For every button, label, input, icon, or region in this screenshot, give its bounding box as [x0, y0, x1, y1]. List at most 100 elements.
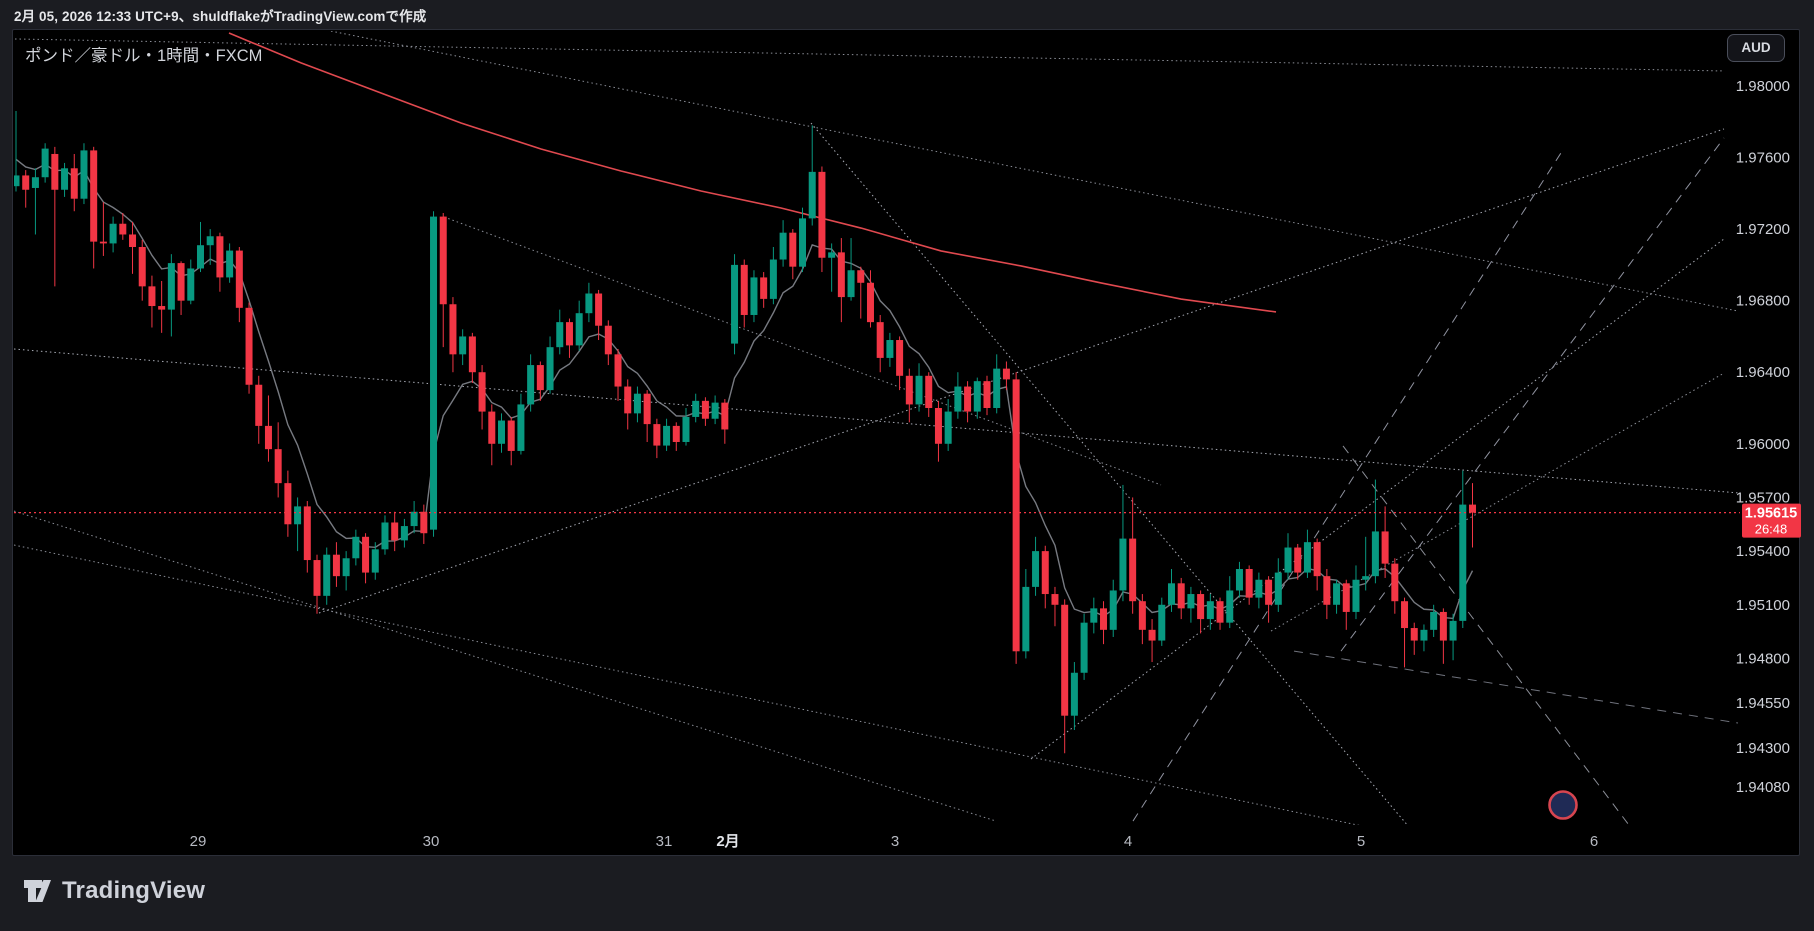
time-axis[interactable]: 29 30 31 2月 3 4 5 6 — [190, 833, 1599, 850]
trendline-steep-descending-from-peak[interactable] — [810, 122, 1409, 827]
candle-up — [31, 177, 39, 188]
candle-up — [1206, 601, 1214, 620]
candle-down — [1138, 601, 1146, 630]
candle-down — [1410, 628, 1418, 641]
candle-down — [1061, 604, 1069, 716]
candle-down — [701, 400, 709, 419]
candles-layer[interactable] — [13, 111, 1476, 754]
trendline-dashed-ascending-right[interactable] — [1340, 137, 1725, 652]
price-chart[interactable]: 1.98000 1.97600 1.97200 1.96800 1.96400 1.960… — [13, 30, 1801, 855]
ma-red-line[interactable] — [228, 32, 1277, 313]
candle-up — [575, 313, 583, 346]
symbol-title: ポンド／豪ドル・1時間・FXCM — [25, 47, 263, 65]
candle-up — [381, 522, 389, 550]
candle-up — [1070, 672, 1078, 716]
trendline-descending-from-jan30-spike[interactable] — [443, 216, 1162, 486]
candle-up — [886, 340, 894, 358]
candle-up — [731, 264, 739, 344]
candle-down — [876, 322, 884, 358]
candle-up — [352, 536, 360, 559]
candle-up — [1187, 594, 1195, 609]
trendline-upper-descending-through-peak[interactable] — [330, 31, 1739, 312]
candle-down — [158, 306, 166, 310]
candle-up — [1032, 551, 1040, 587]
candle-up — [954, 386, 962, 412]
trendline-ascending-from-feb4-low[interactable] — [1030, 238, 1725, 760]
trendline-dashed-ascending-long[interactable] — [1132, 152, 1562, 822]
candle-down — [245, 307, 253, 385]
candle-down — [478, 372, 486, 412]
candle-down — [439, 216, 447, 305]
candle-up — [1080, 622, 1088, 673]
candle-up — [61, 168, 69, 190]
candle-up — [1255, 579, 1263, 598]
candle-down — [449, 304, 457, 355]
ma-gray-line[interactable] — [15, 158, 1474, 620]
trendline-ascending-from-jan29-low[interactable] — [318, 128, 1725, 614]
candle-down — [274, 449, 282, 484]
candle-up — [1371, 531, 1379, 577]
candle-up — [1420, 629, 1428, 641]
candle-down — [1342, 583, 1350, 612]
candle-up — [1449, 620, 1457, 641]
trendline-long-shallow-descending[interactable] — [14, 348, 1739, 494]
trendline-fan-descending-shallow[interactable] — [14, 544, 1396, 833]
candle-up — [993, 368, 1001, 409]
price-tick-label: 1.95100 — [1736, 597, 1790, 614]
price-tick-label: 1.95700 — [1736, 489, 1790, 506]
candle-up — [682, 416, 690, 442]
candle-up — [226, 250, 234, 278]
price-tick-label: 1.94080 — [1736, 779, 1790, 796]
candle-up — [109, 223, 117, 244]
tradingview-logo[interactable]: TradingView — [22, 876, 205, 906]
candle-down — [818, 171, 826, 258]
candle-down — [789, 232, 797, 267]
candle-up — [711, 402, 719, 419]
gb-flag-event-icon[interactable] — [1548, 790, 1802, 856]
candle-down — [1381, 531, 1389, 564]
candle-up — [692, 400, 700, 417]
candle-down — [653, 424, 661, 446]
chart-panel[interactable]: 1.98000 1.97600 1.97200 1.96800 1.96400 1.960… — [12, 29, 1801, 856]
trendline-top-horizontal[interactable] — [14, 38, 1725, 72]
currency-toggle-button[interactable]: AUD — [1727, 34, 1785, 62]
snapshot-caption-bar: 2月 05, 2026 12:33 UTC+9、shuldflakeがTradi… — [0, 0, 1814, 28]
candle-up — [371, 549, 379, 573]
candle-up — [1235, 569, 1243, 591]
candle-down — [1129, 538, 1137, 602]
candle-up — [633, 393, 641, 414]
candle-up — [556, 322, 564, 348]
candle-down — [1313, 542, 1321, 577]
trendline-fan-descending-steep[interactable] — [14, 510, 997, 822]
candle-down — [857, 270, 865, 283]
candle-down — [216, 236, 224, 278]
candle-down — [1294, 547, 1302, 573]
candle-down — [1216, 601, 1224, 623]
candle-up — [400, 526, 408, 541]
candle-up — [196, 245, 204, 269]
candle-up — [847, 270, 855, 298]
trendline-dashed-descending-right[interactable] — [1342, 445, 1656, 855]
candle-down — [99, 241, 107, 244]
candle-up — [410, 511, 418, 527]
candle-up — [799, 218, 807, 267]
candle-down — [420, 511, 428, 534]
price-tick-label: 1.97200 — [1736, 221, 1790, 238]
trendlines-layer[interactable] — [14, 31, 1739, 855]
candle-up — [769, 259, 777, 299]
candle-up — [546, 347, 554, 391]
tradingview-logo-text: TradingView — [62, 877, 206, 904]
trendline-dashed-support-shallow[interactable] — [1293, 650, 1739, 724]
candle-up — [1090, 608, 1098, 623]
candle-down — [721, 402, 729, 430]
candle-up — [750, 277, 758, 315]
candle-down — [129, 234, 137, 248]
price-axis[interactable]: 1.98000 1.97600 1.97200 1.96800 1.96400 1.960… — [1736, 78, 1790, 796]
plot-area[interactable] — [13, 31, 1740, 855]
price-tick-label: 1.96400 — [1736, 364, 1790, 381]
candle-down — [740, 264, 748, 315]
candle-down — [643, 393, 651, 425]
price-tick-label: 1.97600 — [1736, 150, 1790, 167]
candle-down — [934, 408, 942, 444]
candle-down — [51, 153, 59, 190]
